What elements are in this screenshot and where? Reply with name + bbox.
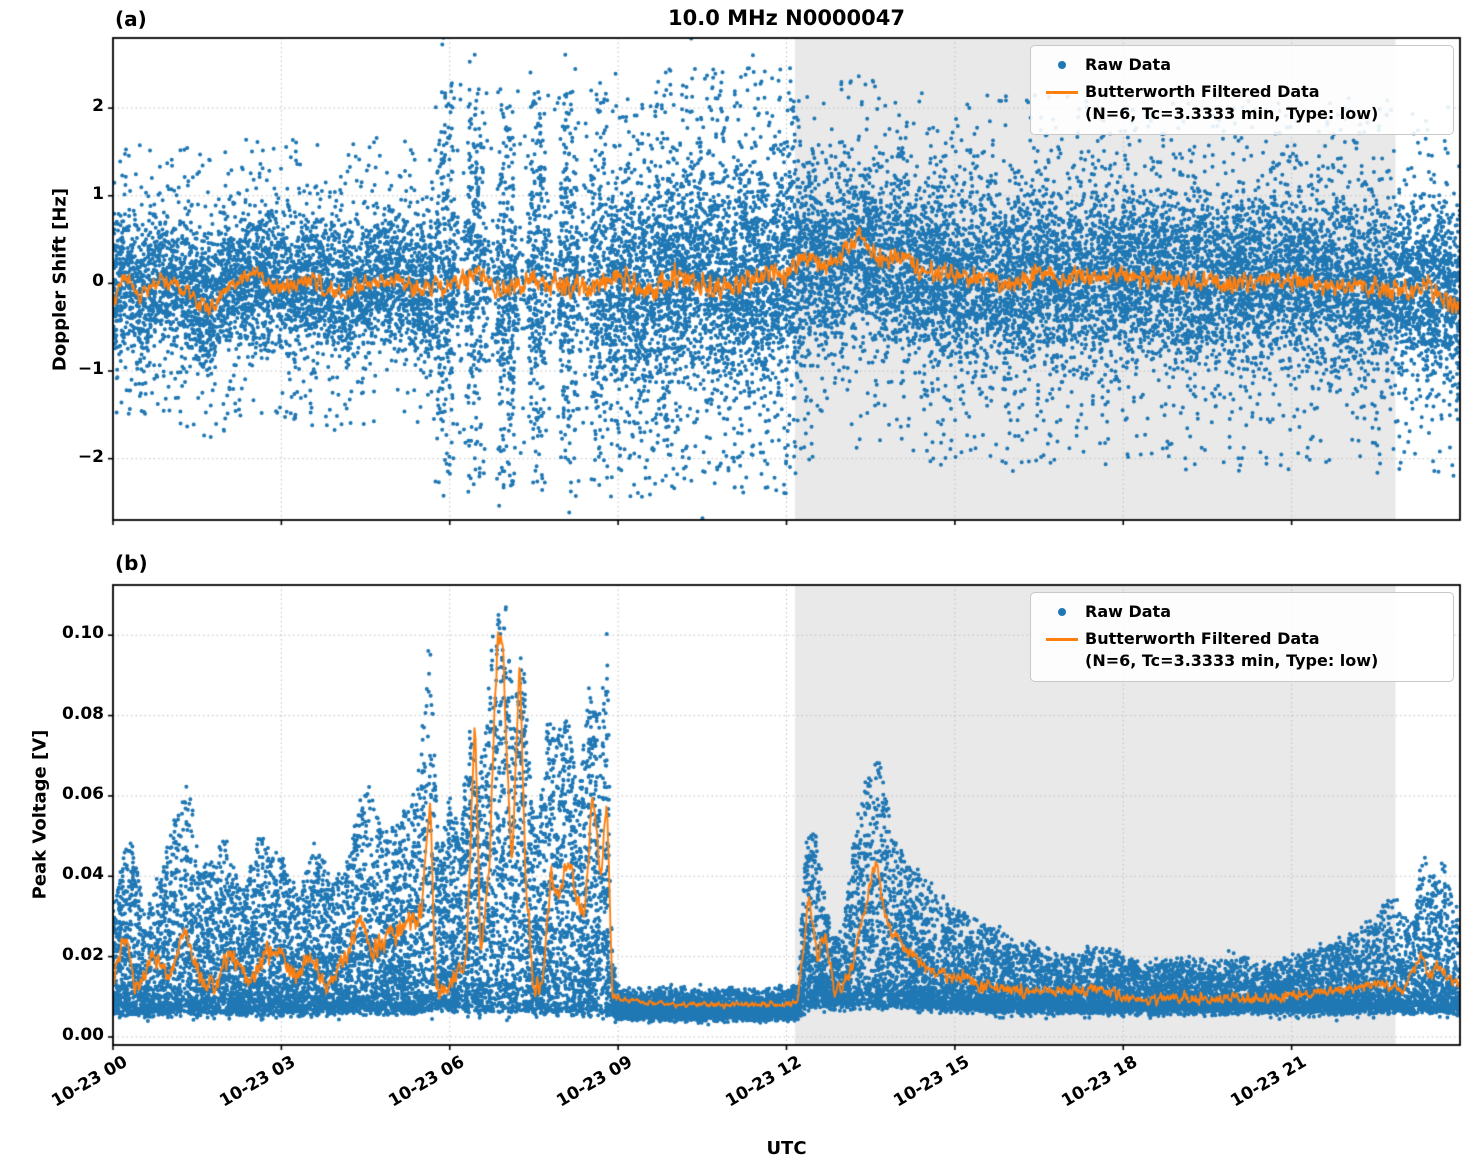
panel-b-label: (b) <box>115 551 148 575</box>
x-axis-label: UTC <box>766 1138 807 1159</box>
y-tick-label: −1 <box>77 359 104 380</box>
legend-filtered-label: Butterworth Filtered Data (N=6, Tc=3.333… <box>1085 81 1437 125</box>
legend-panel-a: Raw Data Butterworth Filtered Data (N=6,… <box>1030 45 1454 135</box>
y-tick-label: 0.06 <box>62 783 104 804</box>
chart-title: 10.0 MHz N0000047 <box>668 6 905 30</box>
y-tick-label: 0.00 <box>62 1024 104 1045</box>
y-tick-label: 0.10 <box>62 623 104 644</box>
filtered-line-marker-icon <box>1039 628 1085 650</box>
legend-filtered-line2: (N=6, Tc=3.3333 min, Type: low) <box>1085 651 1379 670</box>
legend-filtered-label: Butterworth Filtered Data (N=6, Tc=3.333… <box>1085 628 1437 672</box>
y-tick-label: 1 <box>92 183 104 204</box>
raw-data-marker-icon <box>1039 54 1085 76</box>
legend-filtered-line1: Butterworth Filtered Data <box>1085 629 1320 648</box>
y-tick-label: 0 <box>92 271 104 292</box>
y-tick-label: 0.02 <box>62 944 104 965</box>
panel-a-label: (a) <box>115 7 147 31</box>
y-tick-label: 2 <box>92 96 104 117</box>
legend-raw-label: Raw Data <box>1085 55 1171 74</box>
y-tick-label: 0.04 <box>62 864 104 885</box>
legend-filtered-line1: Butterworth Filtered Data <box>1085 82 1320 101</box>
legend-panel-b: Raw Data Butterworth Filtered Data (N=6,… <box>1030 592 1454 682</box>
legend-filtered-line2: (N=6, Tc=3.3333 min, Type: low) <box>1085 104 1379 123</box>
raw-data-marker-icon <box>1039 601 1085 623</box>
filtered-line-marker-icon <box>1039 81 1085 103</box>
legend-raw-label: Raw Data <box>1085 602 1171 621</box>
y-tick-label: −2 <box>77 446 104 467</box>
y-tick-label: 0.08 <box>62 703 104 724</box>
